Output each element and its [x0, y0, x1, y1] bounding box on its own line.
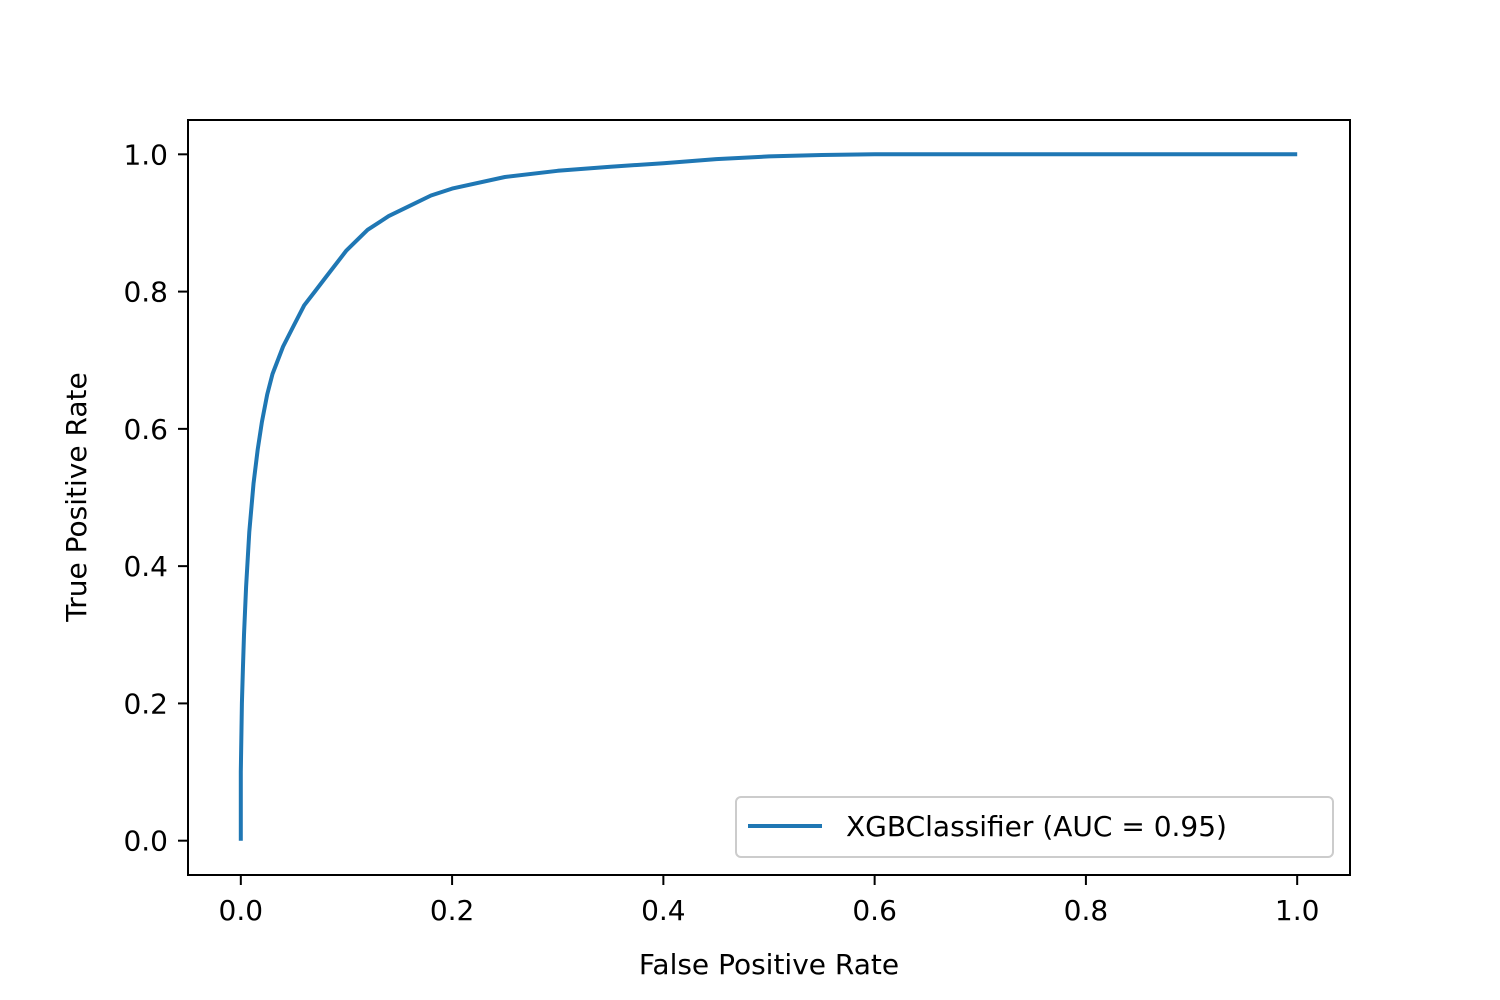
y-tick-label: 0.2 — [123, 687, 168, 720]
x-tick-label: 0.6 — [852, 894, 897, 927]
y-tick-label: 0.6 — [123, 413, 168, 446]
x-axis-label: False Positive Rate — [639, 948, 899, 981]
legend-label: XGBClassifier (AUC = 0.95) — [846, 810, 1227, 843]
y-tick-label: 0.8 — [123, 276, 168, 309]
plot-area — [238, 152, 1298, 841]
series-line-0 — [238, 152, 1298, 841]
legend: XGBClassifier (AUC = 0.95) — [735, 796, 1334, 858]
axes-frame — [187, 119, 1351, 876]
x-tick-label: 0.2 — [430, 894, 475, 927]
x-tick-label: 1.0 — [1275, 894, 1320, 927]
legend-box — [735, 796, 1334, 858]
y-axis-label: True Positive Rate — [60, 372, 93, 622]
y-tick-label: 0.4 — [123, 550, 168, 583]
axis-ticks: 0.0 0.2 0.4 0.6 0.8 1.0 0.0 0.2 0.4 0.6 0.8 1.0 — [123, 138, 1319, 927]
y-tick-label: 1.0 — [123, 138, 168, 171]
x-tick-label: 0.8 — [1064, 894, 1109, 927]
x-tick-label: 0.4 — [641, 894, 686, 927]
y-tick-label: 0.0 — [123, 825, 168, 858]
x-tick-label: 0.0 — [219, 894, 264, 927]
